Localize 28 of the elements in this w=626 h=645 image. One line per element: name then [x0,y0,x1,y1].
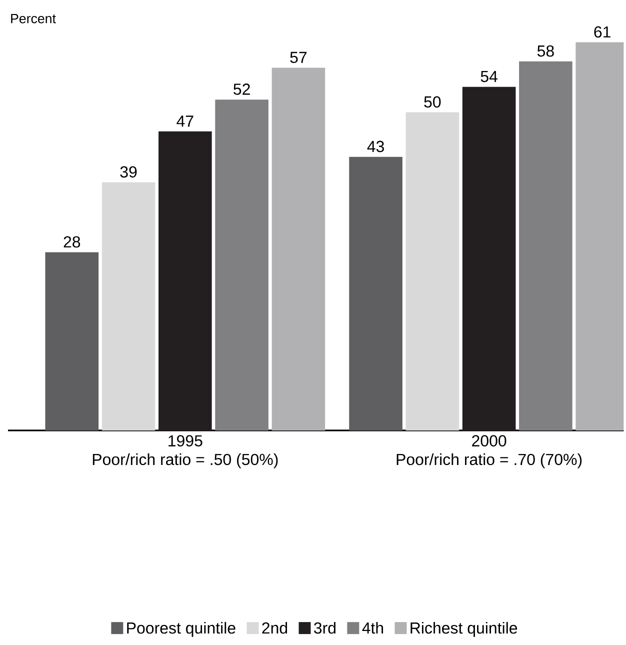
x-tick-label: 2000 [472,435,506,446]
data-label: 58 [537,45,554,57]
data-label: 50 [424,96,441,108]
text: Poor/rich ratio = .50 (50%) [92,453,278,468]
data-label: 39 [120,166,136,178]
data-label: 61 [594,26,610,38]
data-label: 47 [176,116,194,127]
legend-label: Richest quintile [410,622,517,637]
data-label: 57 [290,52,306,64]
data-label: 28 [64,236,80,248]
legend-label: 3rd [314,622,336,634]
bar [102,182,156,430]
bar [214,100,268,430]
bar [158,131,212,430]
data-label: 43 [367,140,384,152]
bar [348,156,402,430]
legend-label: Poorest quintile [127,622,236,637]
bar [45,252,98,430]
bar [406,112,459,430]
legend-label: 2nd [262,622,287,634]
y-axis-title: Percent [10,14,56,24]
legend-label: 4th [362,622,383,634]
text: Poor/rich ratio = .70 (70%) [396,453,582,468]
data-label: 52 [233,84,250,95]
data-label: 54 [480,70,498,82]
bar [462,86,516,430]
x-tick-label: 1995 [168,435,202,446]
bar [518,61,572,430]
